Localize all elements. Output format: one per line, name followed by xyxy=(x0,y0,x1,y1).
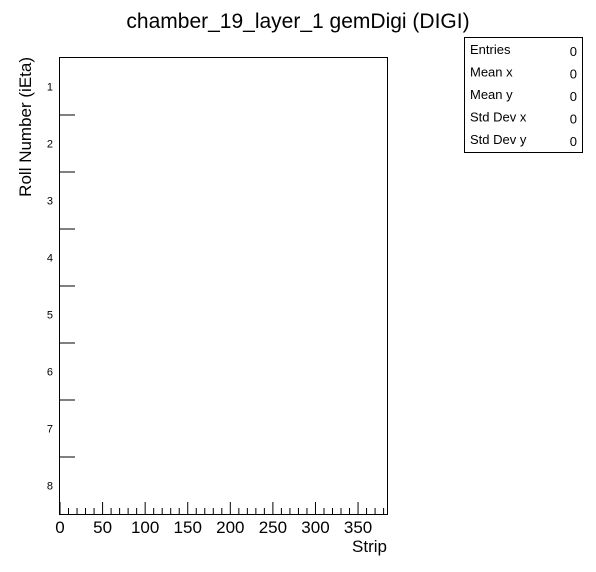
x-tick-label: 0 xyxy=(55,518,64,537)
stats-label: Mean y xyxy=(470,87,513,102)
y-tick-label: 5 xyxy=(47,310,53,322)
x-tick-label: 250 xyxy=(259,518,287,537)
stats-rows: Entries 0 Mean x 0 Mean y 0 Std Dev x 0 Std Dev … xyxy=(470,42,577,149)
stats-value: 0 xyxy=(570,89,577,104)
y-tick-label: 4 xyxy=(47,253,53,265)
y-tick-label: 8 xyxy=(47,481,53,493)
stats-label: Std Dev y xyxy=(470,132,527,147)
chart-title: chamber_19_layer_1 gemDigi (DIGI) xyxy=(126,10,469,33)
stats-value: 0 xyxy=(570,44,577,59)
y-axis-ticks xyxy=(60,114,75,458)
x-tick-label: 200 xyxy=(216,518,244,537)
stats-value: 0 xyxy=(570,67,577,82)
x-tick-label: 350 xyxy=(344,518,372,537)
y-axis-title: Roll Number (iEta) xyxy=(16,57,35,197)
x-axis-ticks xyxy=(59,502,385,514)
stats-box-border xyxy=(464,37,583,153)
x-axis-title: Strip xyxy=(352,537,387,556)
stats-label: Std Dev x xyxy=(470,110,527,125)
x-tick-label: 150 xyxy=(174,518,202,537)
stats-value: 0 xyxy=(570,134,577,149)
y-tick-label: 6 xyxy=(47,367,53,379)
stats-label: Mean x xyxy=(470,65,513,80)
stats-value: 0 xyxy=(570,112,577,127)
x-tick-label: 300 xyxy=(301,518,329,537)
x-tick-label: 50 xyxy=(93,518,112,537)
stats-box: Entries 0 Mean x 0 Mean y 0 Std Dev x 0 Std Dev … xyxy=(464,37,583,153)
y-tick-label: 3 xyxy=(47,196,53,208)
x-tick-label: 100 xyxy=(131,518,159,537)
y-axis-tick-labels: 1 2 3 4 5 6 7 8 xyxy=(47,82,53,493)
x-axis-tick-labels: 0 50 100 150 200 250 300 350 xyxy=(55,518,372,537)
y-tick-label: 1 xyxy=(47,82,53,94)
plot-frame xyxy=(59,57,388,515)
stats-label: Entries xyxy=(470,42,511,57)
y-tick-label: 2 xyxy=(47,139,53,151)
y-tick-label: 7 xyxy=(47,424,53,436)
